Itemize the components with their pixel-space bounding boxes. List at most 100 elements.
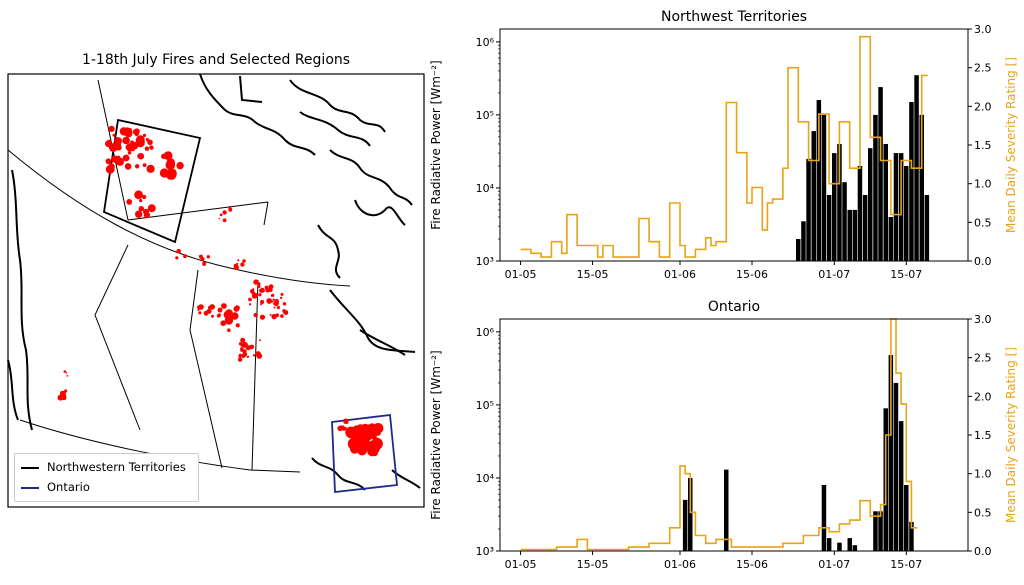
fire-point [139, 199, 143, 203]
frp-bar [837, 542, 842, 551]
map-legend: Northwestern Territories Ontario [14, 453, 199, 502]
frp-bar [883, 144, 888, 261]
x-tick-label: 15-06 [736, 558, 768, 571]
fire-point [125, 145, 131, 150]
fire-point [105, 140, 112, 148]
legend-item-nwt: Northwestern Territories [21, 460, 186, 474]
chart-ontario: Ontario 10³ 10⁴ 10⁵ 10⁶ 0.0 0.5 1.0 1.5 2.0 2.5 3.0… [430, 299, 1018, 571]
fire-point [237, 357, 243, 362]
fire-point [272, 298, 275, 301]
fire-point [220, 320, 226, 327]
frp-bar [682, 499, 688, 551]
fire-point [280, 292, 284, 296]
fire-point [206, 308, 212, 314]
fire-point [252, 354, 256, 357]
fire-point [365, 442, 376, 453]
fire-point [222, 210, 227, 215]
fire-point [227, 328, 231, 333]
fire-point [246, 355, 250, 358]
x-tick-label: 01-07 [818, 558, 850, 571]
x-tick-label: 01-05 [505, 558, 537, 571]
fire-point [253, 279, 259, 285]
frp-bar [724, 469, 729, 551]
chart-nwt: Northwest Territories 10³ 10⁴ 10⁵ 10⁶ 0.0 0.5 1… [430, 9, 1018, 281]
frp-bar [801, 221, 806, 261]
fire-point [225, 309, 233, 317]
map-borders [7, 79, 351, 473]
y-tick-label: 10³ [476, 255, 494, 268]
fire-point [211, 314, 214, 318]
y-right-tick-label: 1.0 [974, 468, 992, 481]
fire-point [122, 154, 130, 162]
fire-point [142, 133, 147, 137]
fire-point [114, 137, 122, 145]
fire-point [132, 129, 139, 135]
fire-point [240, 343, 245, 347]
fire-point [273, 306, 276, 309]
legend-item-ontario: Ontario [21, 480, 90, 494]
frp-bar [909, 102, 914, 261]
fire-point [65, 372, 68, 374]
fire-point [183, 254, 187, 258]
fire-point [202, 261, 207, 266]
fire-point [105, 158, 112, 165]
y-right-tick-label: 1.5 [974, 139, 992, 152]
fire-point [147, 139, 153, 146]
fire-point [226, 315, 233, 322]
fire-point [198, 311, 202, 315]
fire-point [238, 353, 243, 358]
fire-point [145, 138, 149, 142]
fire-point [135, 210, 143, 218]
fire-point [242, 259, 246, 263]
fire-point [257, 284, 261, 289]
fire-point [217, 307, 223, 313]
frp-bar [821, 485, 827, 551]
fire-point [143, 208, 149, 215]
y-tick-label: 10⁶ [476, 326, 495, 339]
fire-point [124, 163, 132, 170]
fire-point [242, 349, 247, 354]
y-tick-label: 10⁵ [476, 399, 494, 412]
severity-line [520, 35, 928, 258]
frp-bar [924, 195, 930, 261]
fire-point [236, 262, 239, 265]
fire-point [259, 339, 261, 342]
x-tick-label: 15-05 [577, 558, 609, 571]
fire-point [198, 304, 204, 310]
fire-point [234, 313, 238, 317]
map-svg [7, 73, 425, 508]
fire-point [259, 288, 264, 293]
y-tick-label: 10⁴ [476, 182, 495, 195]
y-right-tick-label: 0.0 [974, 255, 992, 268]
map-panel: 1-18th July Fires and Selected Regions [0, 0, 430, 515]
fire-point [142, 194, 147, 200]
legend-swatch-ontario [21, 486, 39, 489]
fire-point [271, 293, 275, 297]
fire-point [126, 199, 133, 205]
fire-points [57, 125, 384, 457]
fire-point [134, 164, 140, 169]
frp-bar [842, 182, 847, 261]
fire-point [240, 337, 246, 343]
y-axis-label: Fire Radiative Power [Wm⁻²] [430, 350, 443, 519]
y-right-tick-label: 2.0 [974, 390, 992, 403]
fire-point [282, 302, 286, 305]
fire-point [250, 289, 254, 294]
fire-point [111, 155, 119, 163]
fire-point [175, 256, 179, 260]
fire-point [61, 395, 67, 401]
fire-point [344, 420, 349, 424]
frp-bar [826, 195, 832, 261]
legend-label-nwt: Northwestern Territories [47, 460, 186, 474]
x-tick-label: 01-07 [818, 268, 850, 281]
chart-title: Northwest Territories [661, 9, 807, 25]
frp-bar [847, 538, 852, 551]
frp-bar [868, 148, 873, 261]
fire-point [233, 263, 237, 267]
fire-point [268, 287, 273, 292]
y-right-axis-label: Mean Daily Severity Rating [] [1004, 347, 1018, 523]
x-tick-label: 01-05 [505, 268, 537, 281]
fire-point [234, 305, 240, 311]
fire-point [110, 146, 116, 152]
y-right-tick-label: 2.5 [974, 352, 992, 365]
